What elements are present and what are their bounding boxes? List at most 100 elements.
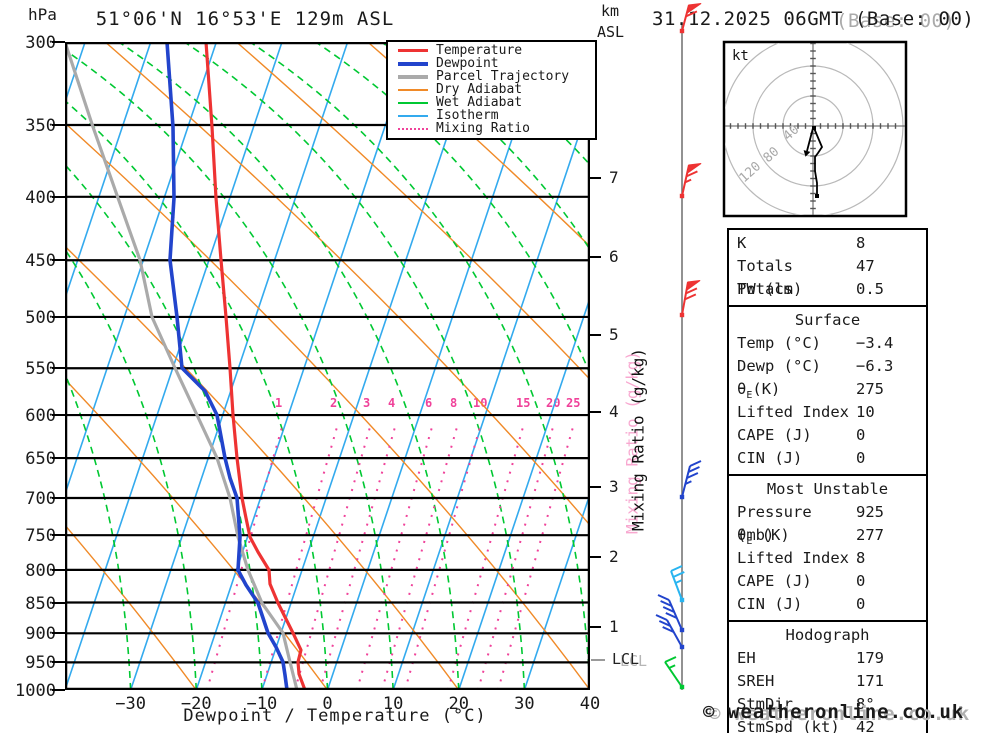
table-row: θE(K) 275	[729, 378, 926, 401]
mixing-ratio-line	[404, 426, 481, 690]
km-tick-label: 4	[609, 402, 619, 421]
lcl-marker: LCL	[612, 650, 640, 668]
table-row-label: K	[737, 234, 747, 252]
mixing-ratio-line	[356, 426, 433, 690]
table-row-value: 0	[856, 449, 866, 467]
datetime-title: 31.12.2025 06GMT (Base: 00)	[652, 8, 975, 30]
table-row-value: −6.3	[856, 357, 894, 375]
wind-level-dot	[679, 627, 685, 633]
table-row-label: Temp (°C)	[737, 334, 821, 352]
table-section-header: Hodograph	[785, 626, 870, 644]
dry-adiabat-line	[236, 42, 590, 381]
legend-label: Dewpoint	[436, 56, 499, 71]
table-row-label: Lifted Index	[737, 549, 849, 567]
table-row-label: SREH	[737, 672, 775, 690]
legend-item: Dry Adiabat	[388, 83, 595, 96]
wind-level-dot	[679, 597, 685, 603]
hodograph-trace	[813, 127, 824, 196]
pressure-tick	[52, 195, 65, 198]
table-row-label: Pressure (mb)	[737, 503, 812, 544]
legend-label: Parcel Trajectory	[436, 69, 570, 84]
table-row-value: 47	[856, 257, 875, 275]
legend-swatch-mixing-ratio	[398, 127, 428, 130]
wind-level-dot	[679, 312, 685, 318]
pressure-tick-label: 500	[25, 307, 56, 328]
table-row: CIN (J) 0	[729, 447, 926, 470]
table-row-value: 8	[856, 549, 866, 567]
table-row: StmDir 8°	[729, 693, 926, 716]
table-row-value: 0	[856, 426, 866, 444]
table-section: Hodograph EH 179 SREH 171 StmDir 8° StmSpd (kt)…	[727, 620, 928, 733]
pressure-tick-label: 650	[25, 449, 56, 470]
pressure-tick-label: 600	[25, 406, 56, 427]
hodograph-dot	[815, 194, 819, 198]
mixing-ratio-value-label: 1	[275, 396, 283, 410]
wind-level-dot	[679, 193, 685, 199]
table-row-value: 925	[856, 503, 884, 521]
legend-label: Mixing Ratio	[436, 121, 530, 136]
legend-item: Parcel Trajectory	[388, 70, 595, 83]
km-tick-label: 3	[609, 477, 619, 496]
legend-swatch-temperature	[398, 49, 428, 52]
mixing-ratio-value-label: 2	[330, 396, 338, 410]
isotherm-line	[392, 99, 590, 690]
pressure-tick	[52, 367, 65, 370]
temperature-tick-label: −30	[115, 694, 146, 714]
dry-adiabat-line	[65, 245, 460, 690]
lcl-tick	[591, 659, 605, 661]
legend-label: Dry Adiabat	[436, 82, 523, 97]
km-tick	[590, 626, 601, 628]
pressure-tick	[52, 315, 65, 318]
pressure-tick	[52, 601, 65, 604]
legend-label: Temperature	[436, 43, 523, 58]
km-tick-label: 6	[609, 247, 619, 266]
table-row-label: StmSpd (kt)	[737, 718, 840, 733]
isotherm-line	[457, 295, 590, 690]
mixing-ratio-value-label: 8	[450, 396, 458, 410]
temperature-curve	[204, 42, 307, 690]
watermark: © weatheronline.co.uk	[703, 701, 965, 723]
table-section: Surface Temp (°C) −3.4 Dewp (°C) −6.3 θE(K) 27…	[727, 305, 928, 476]
wind-barb	[670, 565, 685, 603]
table-row: PW (cm) 0.5	[729, 278, 926, 301]
wind-barb	[655, 614, 685, 650]
table-section-header: Surface	[794, 311, 861, 329]
table-row-value: 0	[856, 572, 866, 590]
dry-adiabat-line	[65, 524, 197, 690]
wind-level-dot	[679, 494, 685, 500]
wind-barb-column	[655, 3, 702, 690]
table-row-label: StmDir	[737, 695, 793, 713]
table-row-label: Totals Totals	[737, 257, 793, 298]
km-axis-unit: km	[601, 2, 620, 20]
wet-adiabat-line	[65, 99, 329, 690]
pressure-tick-label: 800	[25, 560, 56, 581]
table-row-value: 8°	[856, 695, 875, 713]
indices-table: K 8 Totals Totals 47 PW (cm) 0.5 Surface Temp (…	[727, 228, 928, 733]
pressure-tick-label: 1000	[15, 681, 56, 701]
hodograph-dot	[812, 126, 816, 130]
table-row-label: CAPE (J)	[737, 572, 812, 590]
mixing-ratio-value-label: 6	[425, 396, 433, 410]
legend: Temperature Dewpoint Parcel Trajectory Dry …	[386, 40, 597, 140]
pressure-tick	[52, 259, 65, 262]
wind-barb	[664, 656, 685, 690]
table-row: Lifted Index 8	[729, 547, 926, 570]
table-row-label: CIN (J)	[737, 449, 803, 467]
wind-barb	[657, 594, 685, 633]
pressure-axis-unit: hPa	[28, 5, 57, 24]
table-row: Temp (°C) −3.4	[729, 332, 926, 355]
mixing-ratio-value-label: 25	[566, 396, 581, 410]
table-section: Most Unstable Pressure (mb) 925 θE (K) 277 Li…	[727, 474, 928, 622]
isotherm-line	[326, 42, 546, 690]
x-axis-title: Dewpoint / Temperature (°C)	[183, 706, 487, 726]
pressure-tick	[52, 632, 65, 635]
pressure-tick	[52, 41, 65, 43]
table-row-value: 179	[856, 649, 884, 667]
legend-item: Wet Adiabat	[388, 96, 595, 109]
table-row: Pressure (mb) 925	[729, 501, 926, 544]
pressure-tick-label: 850	[25, 593, 56, 614]
legend-item: Temperature	[388, 44, 595, 57]
table-row-value: −3.4	[856, 334, 894, 352]
